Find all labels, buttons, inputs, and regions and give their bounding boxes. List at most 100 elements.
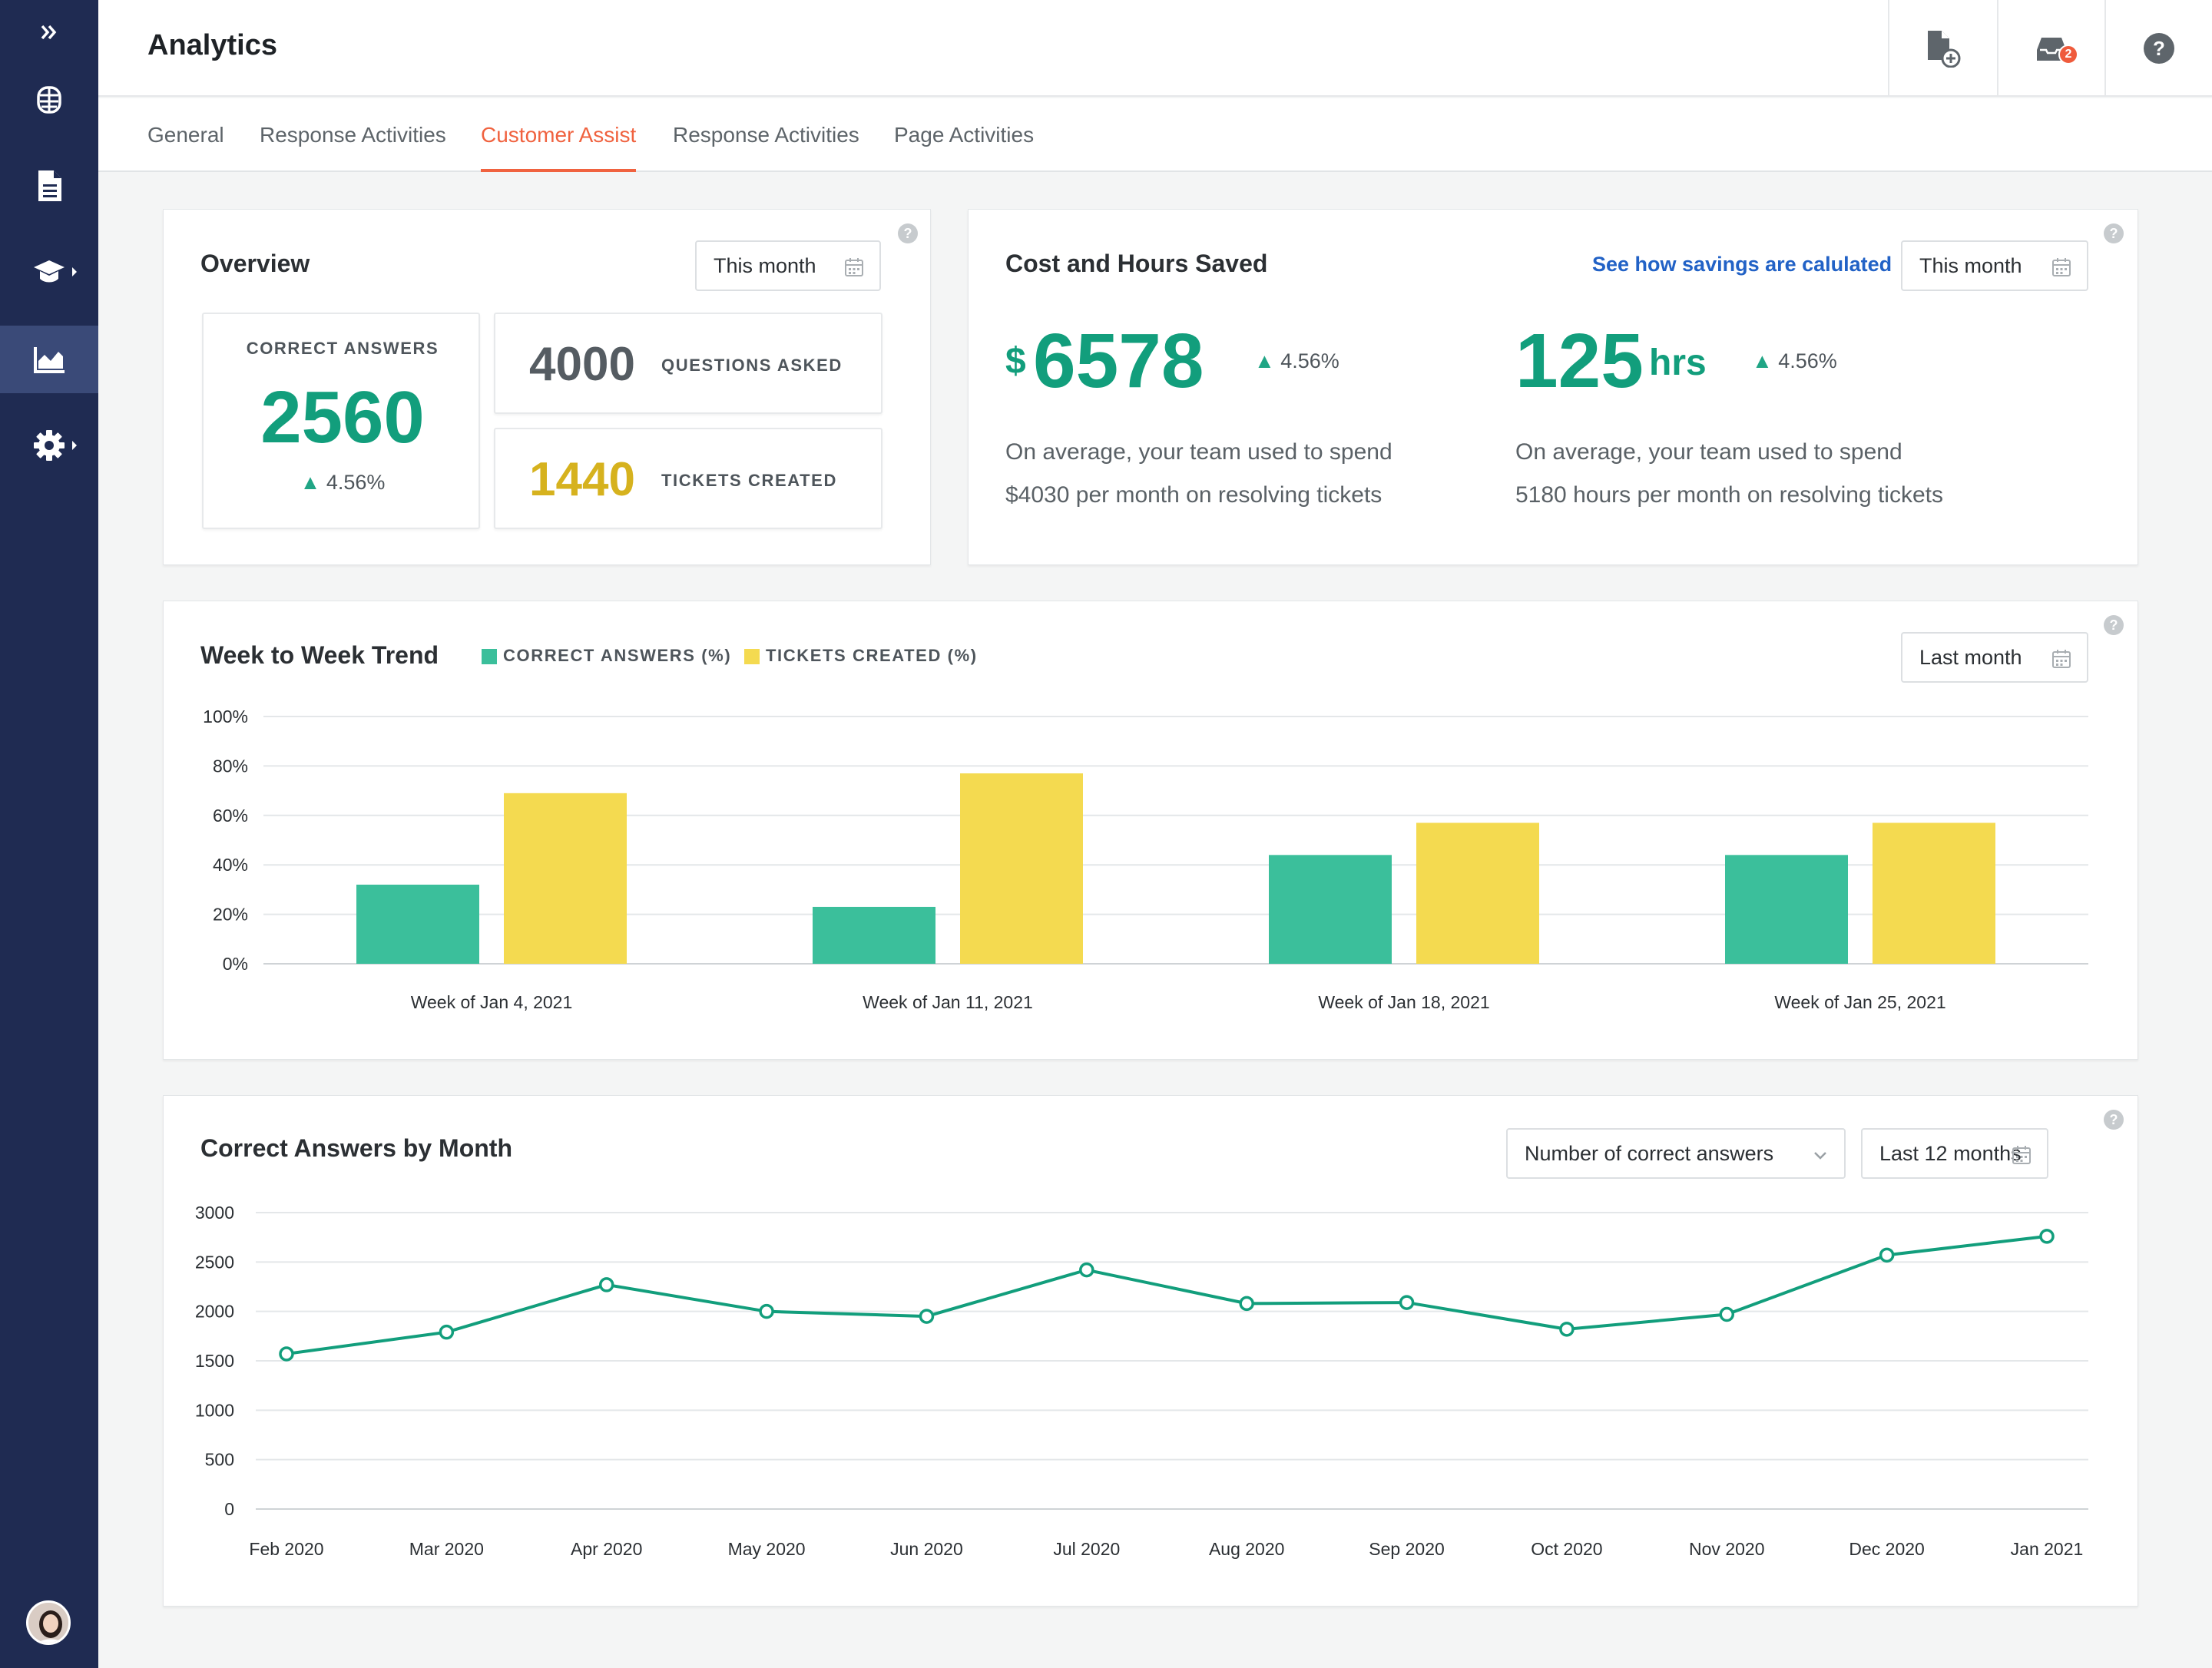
hours-saved-value: 125: [1515, 318, 1644, 404]
week-trend-bar-chart: 0% 20% 40% 60% 80% 100% Week of Jan 4, 2021 Wee…: [203, 707, 2088, 1012]
graduation-cap-icon: [34, 260, 65, 283]
y-tick-label: 2000: [195, 1302, 234, 1322]
x-tick-label: Week of Jan 11, 2021: [863, 992, 1033, 1012]
metric-select[interactable]: Number of correct answers: [1506, 1128, 1846, 1179]
overview-period-select[interactable]: This month: [695, 240, 881, 291]
tab-response-activities-2[interactable]: Response Activities: [673, 123, 859, 147]
tab-general[interactable]: General: [147, 123, 224, 147]
savings-explanation-link[interactable]: See how savings are calulated: [1592, 253, 1892, 276]
x-tick-label: Week of Jan 4, 2021: [411, 992, 573, 1012]
series-line: [286, 1234, 2048, 1355]
y-tick-label: 40%: [213, 855, 248, 875]
add-document-icon: [1928, 31, 1961, 68]
user-avatar[interactable]: [26, 1600, 71, 1645]
correct-answers-change-value: 4.56%: [326, 471, 386, 494]
money-desc-line-1: On average, your team used to spend: [1005, 439, 1392, 465]
data-point: [598, 1277, 614, 1292]
submenu-caret-icon: [72, 441, 77, 450]
x-tick-label: Apr 2020: [571, 1539, 642, 1559]
y-tick-label: 2500: [195, 1252, 234, 1272]
overview-period-label: This month: [714, 253, 816, 277]
tab-customer-assist[interactable]: Customer Assist: [481, 118, 637, 172]
trend-help-icon[interactable]: ?: [2104, 615, 2124, 635]
y-tick-label: 0: [224, 1499, 234, 1519]
y-tick-label: 100%: [203, 707, 248, 726]
chevron-down-icon: [1814, 1152, 1826, 1160]
hours-desc-line-2: 5180 hours per month on resolving ticket…: [1515, 482, 1943, 508]
questions-asked-value: 4000: [529, 338, 635, 391]
trend-up-icon: ▲: [1254, 349, 1275, 372]
y-tick-label: 1500: [195, 1351, 234, 1371]
trend-period-select[interactable]: Last month: [1901, 632, 2088, 683]
metric-select-label: Number of correct answers: [1525, 1141, 1774, 1165]
x-tick-label: Jan 2021: [2011, 1539, 2084, 1559]
cost-period-label: This month: [1919, 253, 2022, 277]
tickets-created-stat: 1440 TICKETS CREATED: [494, 428, 882, 529]
x-tick-label: Jun 2020: [890, 1539, 963, 1559]
bar-correct-answers: [356, 884, 479, 964]
x-tick-label: Week of Jan 18, 2021: [1318, 992, 1489, 1012]
sidebar-item-brain[interactable]: [0, 66, 98, 134]
monthly-card: Correct Answers by Month ? Number of cor…: [163, 1095, 2138, 1607]
cost-period-select[interactable]: This month: [1901, 240, 2088, 291]
legend-correct-label: CORRECT ANSWERS (%): [503, 646, 732, 665]
add-document-button[interactable]: [1888, 0, 1995, 97]
sidebar-item-analytics[interactable]: [0, 326, 98, 393]
data-point: [919, 1309, 935, 1324]
data-point: [1239, 1296, 1254, 1312]
page-title: Analytics: [147, 29, 277, 61]
hours-unit: hrs: [1649, 343, 1707, 383]
legend-swatch-yellow: [744, 649, 760, 665]
submenu-caret-icon: [72, 267, 77, 276]
double-chevron-right-icon: [41, 25, 57, 40]
help-button[interactable]: ?: [2104, 0, 2212, 97]
data-point: [279, 1346, 294, 1362]
cost-help-icon[interactable]: ?: [2104, 223, 2124, 243]
x-tick-label: Sep 2020: [1369, 1539, 1444, 1559]
currency-symbol: $: [1005, 341, 1026, 382]
week-trend-title: Week to Week Trend: [200, 641, 439, 669]
legend-swatch-green: [482, 649, 497, 665]
monthly-help-icon[interactable]: ?: [2104, 1110, 2124, 1130]
x-tick-label: Oct 2020: [1531, 1539, 1602, 1559]
tab-page-activities[interactable]: Page Activities: [894, 123, 1035, 147]
avatar-photo-icon: [28, 1603, 68, 1643]
y-tick-label: 60%: [213, 806, 248, 826]
questions-asked-stat: 4000 QUESTIONS ASKED: [494, 313, 882, 414]
correct-answers-value: 2560: [260, 376, 425, 458]
trend-up-icon: ▲: [1752, 349, 1773, 372]
hours-saved-change: ▲ 4.56%: [1752, 349, 1837, 373]
money-saved-description: On average, your team used to spend $403…: [1005, 431, 1392, 517]
correct-answers-label: CORRECT ANSWERS: [246, 339, 439, 358]
tickets-created-label: TICKETS CREATED: [661, 471, 837, 490]
legend-tickets-created: TICKETS CREATED (%): [744, 646, 978, 666]
sidebar-item-documents[interactable]: [0, 152, 98, 220]
y-tick-label: 3000: [195, 1203, 234, 1223]
bar-tickets-created: [504, 793, 627, 964]
bar-tickets-created: [1416, 822, 1539, 964]
y-tick-label: 0%: [223, 954, 248, 974]
sidebar-item-settings[interactable]: [0, 412, 98, 479]
monthly-period-label: Last 12 months: [1879, 1141, 2022, 1165]
correct-answers-stat: CORRECT ANSWERS 2560 ▲ 4.56%: [202, 313, 480, 529]
chart-icon: [34, 347, 65, 373]
notifications-button[interactable]: 2: [1997, 0, 2104, 97]
overview-card: Overview ? This month CORRECT ANSWERS 25…: [163, 209, 931, 565]
tab-response-activities[interactable]: Response Activities: [260, 123, 446, 147]
x-tick-label: Feb 2020: [249, 1539, 323, 1559]
sidebar-item-training[interactable]: [0, 238, 98, 306]
bar-tickets-created: [960, 773, 1083, 964]
data-point: [439, 1324, 455, 1340]
top-header: Analytics 2 ?: [98, 0, 2212, 97]
bar-correct-answers: [1725, 855, 1848, 964]
document-icon: [38, 170, 61, 201]
svg-text:?: ?: [2153, 37, 2165, 60]
x-tick-label: Aug 2020: [1209, 1539, 1284, 1559]
expand-sidebar-button[interactable]: [0, 0, 98, 65]
y-tick-label: 1000: [195, 1400, 234, 1420]
bar-correct-answers: [1269, 855, 1392, 964]
data-point: [2039, 1229, 2055, 1244]
bar-correct-answers: [813, 906, 935, 964]
overview-help-icon[interactable]: ?: [898, 223, 918, 243]
monthly-period-select[interactable]: Last 12 months: [1861, 1128, 2048, 1179]
